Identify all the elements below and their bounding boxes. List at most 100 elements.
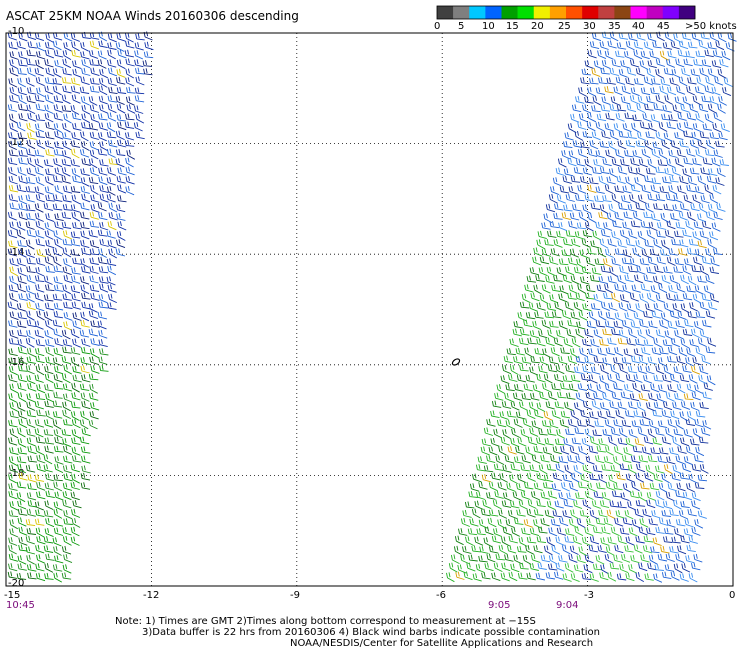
- wind-barb: [593, 356, 604, 364]
- wind-barb: [644, 103, 654, 111]
- wind-barb: [688, 572, 698, 583]
- wind-barb: [81, 338, 91, 347]
- wind-barb: [650, 87, 660, 95]
- wind-barb: [656, 222, 667, 230]
- wind-barb: [115, 149, 126, 156]
- wind-barb: [43, 536, 54, 544]
- legend-swatch: [598, 6, 615, 19]
- wind-barb: [519, 401, 528, 411]
- wind-barb: [70, 347, 81, 355]
- wind-barb: [595, 221, 605, 231]
- wind-barb: [546, 266, 556, 277]
- wind-barb: [572, 203, 582, 212]
- wind-barb: [25, 186, 36, 193]
- wind-barb: [647, 60, 657, 69]
- wind-barb: [108, 139, 118, 148]
- wind-barb: [72, 175, 82, 184]
- wind-barb: [651, 510, 661, 519]
- wind-barb: [653, 203, 663, 211]
- wind-barb: [610, 428, 621, 436]
- wind-barb: [88, 176, 99, 185]
- wind-barb: [564, 132, 574, 141]
- wind-barb: [90, 67, 100, 77]
- wind-barb: [81, 67, 91, 76]
- wind-barb: [8, 490, 18, 500]
- wind-barb: [669, 509, 679, 517]
- wind-barb: [653, 473, 663, 483]
- wind-barb: [98, 329, 108, 339]
- wind-barb: [124, 121, 135, 129]
- wind-barb: [25, 221, 35, 230]
- wind-barb: [610, 365, 620, 375]
- wind-barb: [699, 301, 709, 311]
- wind-barb: [567, 292, 577, 300]
- wind-barb: [687, 508, 697, 517]
- wind-barb: [543, 545, 553, 556]
- wind-barb: [708, 301, 718, 311]
- wind-barb: [457, 564, 467, 574]
- wind-barb: [62, 238, 73, 246]
- wind-barb: [52, 194, 63, 202]
- wind-barb: [603, 517, 613, 526]
- wind-barb: [624, 312, 634, 321]
- wind-barb: [27, 41, 37, 49]
- wind-barb: [525, 311, 536, 320]
- wind-barb: [604, 383, 614, 393]
- wind-barb: [509, 474, 518, 485]
- wind-barb: [679, 374, 690, 383]
- wind-barb: [611, 59, 621, 68]
- wind-barb: [664, 167, 674, 176]
- wind-barb: [16, 492, 26, 503]
- wind-barb: [647, 158, 657, 169]
- wind-barb: [63, 301, 73, 309]
- wind-barb: [551, 483, 561, 492]
- wind-barb: [81, 113, 91, 124]
- wind-barb: [601, 526, 611, 535]
- wind-barb: [627, 166, 638, 175]
- wind-barb: [490, 437, 500, 447]
- wind-barb: [546, 428, 557, 436]
- wind-barb: [635, 202, 645, 211]
- wind-barb: [8, 456, 18, 466]
- wind-barb: [9, 329, 19, 339]
- wind-barb: [614, 283, 624, 292]
- wind-barb: [622, 185, 632, 194]
- wind-barb: [689, 167, 700, 175]
- wind-barb: [493, 428, 503, 439]
- wind-barb: [26, 167, 36, 177]
- wind-barb: [26, 58, 36, 66]
- wind-barb: [632, 211, 642, 222]
- wind-barb: [599, 166, 610, 174]
- wind-barb: [62, 85, 72, 94]
- wind-barb: [497, 481, 507, 491]
- wind-barb: [8, 357, 18, 365]
- wind-barb: [8, 537, 18, 546]
- wind-barb: [116, 33, 126, 42]
- wind-barb: [641, 248, 651, 259]
- wind-barb: [675, 320, 685, 329]
- wind-barb: [554, 401, 564, 409]
- wind-barb: [661, 571, 672, 580]
- wind-barb: [97, 320, 107, 330]
- wind-barb: [35, 393, 46, 401]
- wind-barb: [89, 392, 99, 401]
- wind-barb: [657, 553, 668, 562]
- wind-barb: [71, 518, 81, 528]
- wind-barb: [502, 492, 512, 502]
- wind-barb: [688, 238, 699, 246]
- wind-barb: [692, 194, 702, 204]
- wind-barb: [711, 157, 721, 167]
- wind-barb: [677, 445, 687, 454]
- wind-barb: [552, 510, 562, 518]
- wind-barb: [680, 338, 690, 349]
- wind-barb: [709, 266, 719, 274]
- wind-barb: [504, 392, 514, 403]
- wind-barb: [690, 401, 700, 411]
- wind-barb: [61, 94, 71, 105]
- wind-barb: [704, 49, 714, 58]
- wind-barb: [699, 230, 709, 239]
- wind-barb: [604, 248, 614, 258]
- wind-barb: [26, 527, 37, 535]
- wind-barb: [108, 67, 118, 77]
- wind-barb: [614, 312, 624, 322]
